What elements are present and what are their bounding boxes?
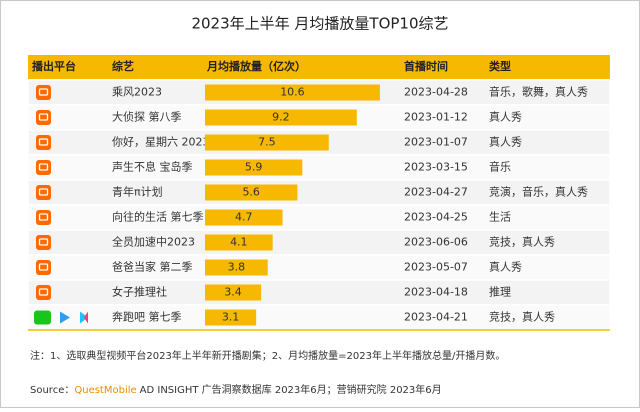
premiere-date: 2023-04-18: [404, 286, 468, 299]
bar-label: 4.1: [230, 236, 248, 249]
show-name: 爸爸当家 第二季: [112, 260, 193, 274]
platform-icon-inner: [38, 113, 49, 121]
show-name: 奔跑吧 第七季: [112, 310, 182, 324]
platform-icon: [36, 135, 51, 150]
genre: 推理: [489, 285, 511, 299]
genre: 音乐: [489, 160, 511, 174]
bar: [205, 309, 257, 326]
show-name: 向往的生活 第七季: [112, 210, 204, 224]
bar: [205, 109, 357, 126]
bar-label: 5.9: [245, 161, 263, 174]
premiere-date: 2023-06-06: [404, 236, 468, 249]
show-name: 大侦探 第八季: [112, 110, 182, 124]
premiere-date: 2023-04-27: [404, 186, 468, 199]
premiere-date: 2023-01-07: [404, 136, 468, 149]
footnote: 注：1、选取典型视频平台2023年上半年新开播剧集；2、月均播放量=2023年上…: [30, 349, 505, 362]
platform-icon-inner: [38, 88, 49, 96]
bar: [205, 284, 262, 301]
platform-icon-inner: [38, 263, 49, 271]
show-name: 乘风2023: [112, 86, 162, 99]
platform-icon: [36, 110, 51, 125]
platform-icon: [36, 210, 51, 225]
bar-label: 3.8: [228, 261, 246, 274]
genre: 真人秀: [489, 260, 522, 274]
platform-icon: [84, 311, 88, 324]
bar-label: 5.6: [242, 186, 260, 199]
premiere-date: 2023-04-28: [404, 86, 468, 99]
bar: [205, 209, 283, 226]
show-name: 你好，星期六 2023: [112, 135, 210, 149]
source-brand: QuestMobile: [74, 385, 136, 396]
genre: 真人秀: [489, 110, 522, 124]
platform-icon-inner: [38, 288, 49, 296]
header-bg: [28, 55, 610, 79]
bar: [205, 234, 273, 251]
platform-icon: [36, 185, 51, 200]
genre: 音乐，歌舞，真人秀: [489, 85, 588, 99]
source: Source：QuestMobile AD INSIGHT 广告洞察数据库 202…: [30, 383, 442, 396]
genre: 竞技，真人秀: [489, 235, 555, 249]
row-bg: [27, 204, 611, 231]
platform-icon: [36, 285, 51, 300]
platform-icon-inner: [38, 238, 49, 246]
genre: 竞技，真人秀: [489, 310, 555, 324]
genre: 真人秀: [489, 135, 522, 149]
platform-icon-inner: [38, 188, 49, 196]
bar: [205, 134, 329, 151]
platform-icon: [60, 311, 70, 324]
bar-label: 10.6: [280, 86, 305, 99]
platform-icon-inner: [38, 213, 49, 221]
row-bg: [27, 304, 611, 331]
genre: 生活: [489, 210, 511, 224]
show-name: 声生不息 宝岛季: [112, 160, 193, 174]
bar-label: 4.7: [235, 211, 253, 224]
bar-label: 7.5: [258, 136, 276, 149]
bar-label: 3.1: [222, 311, 240, 324]
platform-icon-inner: [38, 138, 49, 146]
bar: [205, 184, 298, 201]
header-cell: 首播时间: [404, 59, 448, 73]
bar-label: 9.2: [272, 111, 290, 124]
premiere-date: 2023-04-25: [404, 211, 468, 224]
platform-icon: [36, 160, 51, 175]
source-rest: AD INSIGHT 广告洞察数据库 2023年6月；营销研究院 2023年6月: [140, 383, 442, 396]
bar: [205, 159, 303, 176]
header-cell: 播出平台: [32, 59, 76, 73]
bar: [205, 259, 268, 276]
bar: [205, 84, 380, 101]
show-name: 女子推理社: [112, 285, 167, 299]
header-cell: 综艺: [112, 59, 134, 73]
row-bg: [27, 254, 611, 281]
bar-label: 3.4: [224, 286, 242, 299]
platform-icon-inner: [38, 163, 49, 171]
genre: 竞演，音乐，真人秀: [489, 185, 588, 199]
premiere-date: 2023-04-21: [404, 311, 468, 324]
header-cell: 类型: [489, 59, 511, 73]
title: 2023年上半年 月均播放量TOP10综艺: [191, 15, 448, 33]
show-name: 青年π计划: [112, 185, 163, 199]
platform-icon: [34, 310, 51, 325]
premiere-date: 2023-05-07: [404, 261, 468, 274]
platform-icon: [36, 235, 51, 250]
platform-icon: [36, 260, 51, 275]
row-bg: [27, 229, 611, 256]
source-prefix: Source：: [30, 385, 74, 396]
platform-icon: [36, 85, 51, 100]
show-name: 全员加速中2023: [112, 235, 195, 249]
header-cell: 月均播放量（亿次）: [206, 59, 306, 73]
premiere-date: 2023-01-12: [404, 111, 468, 124]
premiere-date: 2023-03-15: [404, 161, 468, 174]
